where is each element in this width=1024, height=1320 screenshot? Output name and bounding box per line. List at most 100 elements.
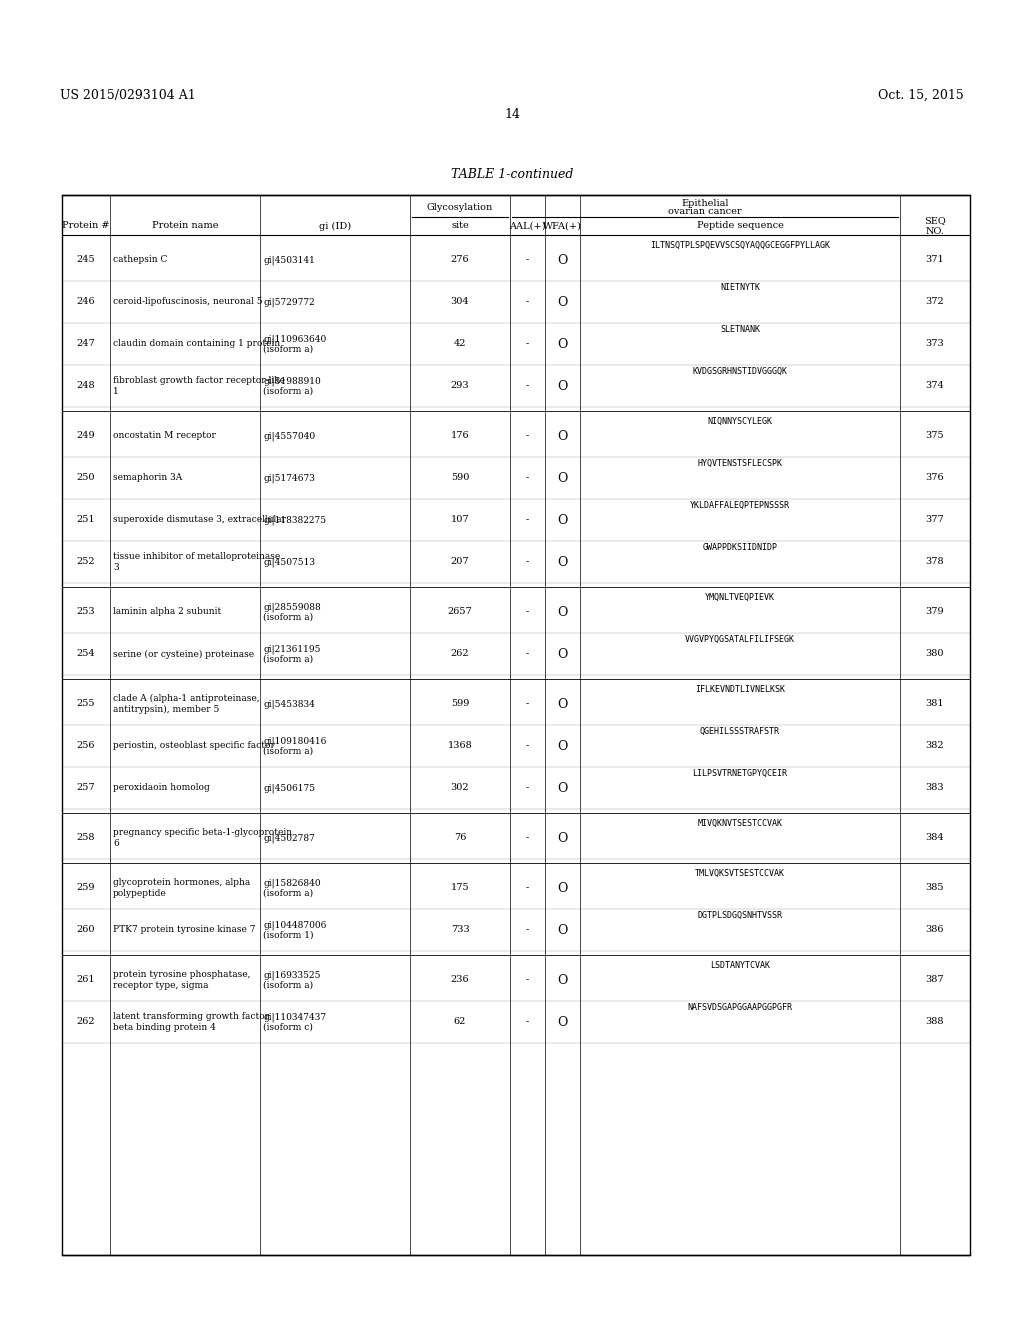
Text: 372: 372	[926, 297, 944, 306]
Text: peroxidaoin homolog: peroxidaoin homolog	[113, 784, 210, 792]
Text: -: -	[526, 883, 529, 892]
Text: NIETNYTK: NIETNYTK	[720, 282, 760, 292]
Text: ceroid-lipofuscinosis, neuronal 5: ceroid-lipofuscinosis, neuronal 5	[113, 297, 262, 306]
Text: Protein #: Protein #	[62, 222, 110, 231]
Text: 257: 257	[77, 784, 95, 792]
Text: LILPSVTRNETGPYQCEIR: LILPSVTRNETGPYQCEIR	[692, 770, 787, 777]
Text: O: O	[557, 697, 567, 710]
Text: 250: 250	[77, 474, 95, 483]
Text: O: O	[557, 606, 567, 619]
Text: (isoform c): (isoform c)	[263, 1023, 313, 1031]
Text: YKLDAFFALEQPTEPNSSSR: YKLDAFFALEQPTEPNSSSR	[690, 502, 790, 510]
Text: -: -	[526, 833, 529, 842]
Text: 302: 302	[451, 784, 469, 792]
Text: 387: 387	[926, 975, 944, 985]
Text: -: -	[526, 297, 529, 306]
Text: semaphorin 3A: semaphorin 3A	[113, 474, 182, 483]
Text: (isoform a): (isoform a)	[263, 747, 313, 755]
Text: 380: 380	[926, 649, 944, 659]
Text: gi|118382275: gi|118382275	[263, 515, 326, 525]
Text: O: O	[557, 1015, 567, 1028]
Text: 379: 379	[926, 607, 944, 616]
Text: NIQNNYSCYLEGK: NIQNNYSCYLEGK	[708, 417, 772, 426]
Text: AAL(+): AAL(+)	[509, 222, 546, 231]
Text: gi|4502787: gi|4502787	[263, 833, 314, 842]
Text: 262: 262	[451, 649, 469, 659]
Text: 373: 373	[926, 339, 944, 348]
Text: NAFSVDSGAPGGAAPGGPGFR: NAFSVDSGAPGGAAPGGPGFR	[687, 1003, 793, 1012]
Text: gi|5174673: gi|5174673	[263, 474, 314, 483]
Text: gi (ID): gi (ID)	[318, 222, 351, 231]
Text: -: -	[526, 256, 529, 264]
Text: 386: 386	[926, 925, 944, 935]
Text: 374: 374	[926, 381, 944, 391]
Text: protein tyrosine phosphatase,
receptor type, sigma: protein tyrosine phosphatase, receptor t…	[113, 970, 251, 990]
Text: VVGVPYQGSATALFILIFSEGK: VVGVPYQGSATALFILIFSEGK	[685, 635, 795, 644]
Text: pregnancy specific beta-1-glycoprotein
6: pregnancy specific beta-1-glycoprotein 6	[113, 829, 292, 847]
Text: laminin alpha 2 subunit: laminin alpha 2 subunit	[113, 607, 221, 616]
Text: O: O	[557, 556, 567, 569]
Text: -: -	[526, 607, 529, 616]
Text: gi|51988910: gi|51988910	[263, 376, 321, 385]
Text: gi|4557040: gi|4557040	[263, 432, 315, 441]
Text: gi|15826840: gi|15826840	[263, 878, 321, 888]
Text: -: -	[526, 474, 529, 483]
Text: IFLKEVNDTLIVNELKSK: IFLKEVNDTLIVNELKSK	[695, 685, 785, 694]
Text: O: O	[557, 471, 567, 484]
Text: 259: 259	[77, 883, 95, 892]
Text: 384: 384	[926, 833, 944, 842]
Text: TMLVQKSVTSESTCCVAK: TMLVQKSVTSESTCCVAK	[695, 869, 785, 878]
Text: 377: 377	[926, 516, 944, 524]
Text: O: O	[557, 296, 567, 309]
Text: gi|110963640: gi|110963640	[263, 334, 327, 343]
Text: gi|104487006: gi|104487006	[263, 920, 327, 929]
Text: SEQ
NO.: SEQ NO.	[924, 216, 946, 236]
Text: superoxide dismutase 3, extracellular: superoxide dismutase 3, extracellular	[113, 516, 286, 524]
Text: 261: 261	[77, 975, 95, 985]
Text: 304: 304	[451, 297, 469, 306]
Text: -: -	[526, 516, 529, 524]
Text: 590: 590	[451, 474, 469, 483]
Text: -: -	[526, 925, 529, 935]
Text: claudin domain containing 1 protein: claudin domain containing 1 protein	[113, 339, 281, 348]
Text: (isoform a): (isoform a)	[263, 655, 313, 664]
Text: PTK7 protein tyrosine kinase 7: PTK7 protein tyrosine kinase 7	[113, 925, 256, 935]
Text: gi|109180416: gi|109180416	[263, 737, 327, 746]
Text: O: O	[557, 338, 567, 351]
Text: serine (or cysteine) proteinase: serine (or cysteine) proteinase	[113, 649, 254, 659]
Text: 260: 260	[77, 925, 95, 935]
Text: 252: 252	[77, 557, 95, 566]
Text: O: O	[557, 253, 567, 267]
Text: -: -	[526, 432, 529, 441]
Text: -: -	[526, 339, 529, 348]
Text: WFA(+): WFA(+)	[543, 222, 582, 231]
Text: gi|4503141: gi|4503141	[263, 255, 314, 265]
Text: tissue inhibitor of metalloproteinase
3: tissue inhibitor of metalloproteinase 3	[113, 552, 281, 572]
Text: (isoform a): (isoform a)	[263, 981, 313, 990]
Text: O: O	[557, 882, 567, 895]
Text: oncostatin M receptor: oncostatin M receptor	[113, 432, 216, 441]
Text: site: site	[452, 222, 469, 231]
Text: 249: 249	[77, 432, 95, 441]
Text: 1368: 1368	[447, 742, 472, 751]
Text: -: -	[526, 784, 529, 792]
Text: gi|5453834: gi|5453834	[263, 700, 314, 709]
Text: 42: 42	[454, 339, 466, 348]
Text: 207: 207	[451, 557, 469, 566]
Text: gi|21361195: gi|21361195	[263, 644, 321, 653]
Text: ovarian cancer: ovarian cancer	[669, 206, 741, 215]
Text: 246: 246	[77, 297, 95, 306]
Text: O: O	[557, 429, 567, 442]
Text: 733: 733	[451, 925, 469, 935]
Text: 385: 385	[926, 883, 944, 892]
Text: 248: 248	[77, 381, 95, 391]
Text: Epithelial: Epithelial	[681, 198, 729, 207]
Text: 245: 245	[77, 256, 95, 264]
Text: Oct. 15, 2015: Oct. 15, 2015	[879, 88, 964, 102]
Text: (isoform 1): (isoform 1)	[263, 931, 313, 940]
Text: -: -	[526, 700, 529, 709]
Text: 2657: 2657	[447, 607, 472, 616]
Text: Protein name: Protein name	[152, 222, 218, 231]
Text: 251: 251	[77, 516, 95, 524]
Text: MIVQKNVTSESTCCVAK: MIVQKNVTSESTCCVAK	[697, 818, 782, 828]
